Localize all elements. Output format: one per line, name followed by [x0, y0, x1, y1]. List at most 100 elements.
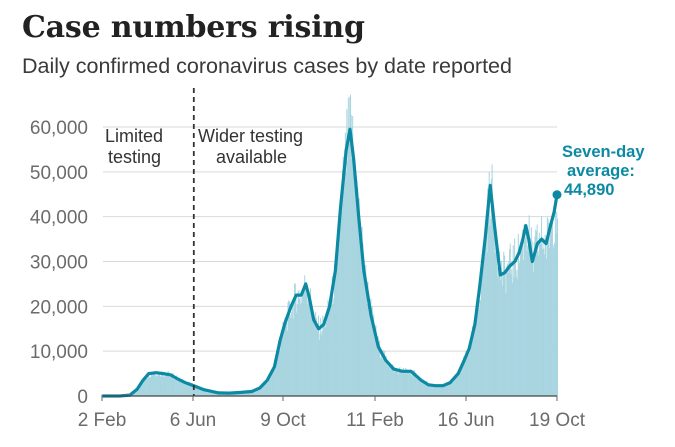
daily-case-bar	[307, 297, 309, 396]
daily-case-bar	[269, 377, 271, 396]
daily-case-bar	[519, 263, 521, 396]
daily-case-bar	[246, 391, 248, 396]
daily-case-bar	[288, 301, 290, 396]
daily-case-bar	[172, 373, 174, 396]
daily-case-bar	[280, 340, 282, 396]
daily-case-bar	[264, 384, 266, 396]
daily-case-bar	[418, 376, 420, 396]
daily-case-bar	[509, 243, 511, 396]
daily-case-bar	[485, 219, 487, 396]
daily-case-bar	[281, 329, 283, 396]
daily-case-bar	[162, 376, 164, 396]
daily-case-bar	[478, 309, 480, 396]
daily-case-bar	[510, 274, 512, 396]
daily-case-bar	[196, 387, 198, 396]
daily-case-bar	[308, 302, 310, 396]
daily-case-bar	[161, 373, 163, 396]
daily-case-bar	[490, 179, 492, 396]
daily-case-bar	[332, 303, 334, 396]
daily-case-bar	[361, 226, 363, 396]
daily-case-bar	[544, 234, 546, 396]
daily-case-bar	[199, 389, 201, 396]
daily-case-bar	[305, 293, 307, 396]
daily-case-bar	[156, 376, 158, 396]
daily-case-bar	[522, 229, 524, 396]
daily-case-bar	[473, 320, 475, 396]
daily-case-bar	[546, 259, 548, 396]
daily-case-bar	[254, 389, 256, 396]
limited-testing-label-2: testing	[108, 147, 161, 167]
wider-testing-label-1: Wider testing	[198, 126, 303, 146]
daily-case-bar	[494, 252, 496, 396]
daily-case-bar	[178, 379, 180, 396]
daily-case-bar	[278, 346, 280, 396]
daily-case-bar	[150, 372, 152, 396]
daily-case-bar	[557, 218, 559, 396]
daily-case-bar	[420, 378, 422, 396]
daily-case-bar	[525, 237, 527, 396]
daily-case-bar	[304, 275, 306, 396]
daily-case-bar	[137, 389, 139, 396]
daily-case-bar	[423, 379, 425, 396]
daily-case-bar	[179, 380, 182, 396]
daily-case-bar	[261, 385, 263, 396]
daily-case-bar	[542, 241, 544, 396]
daily-case-bar	[302, 291, 304, 396]
daily-case-bar	[285, 326, 287, 396]
daily-case-bar	[474, 324, 476, 396]
daily-case-bar	[290, 318, 292, 396]
daily-case-bar	[164, 376, 166, 396]
daily-case-bar	[412, 371, 414, 396]
daily-case-bar	[384, 350, 386, 396]
daily-case-bars	[120, 94, 559, 397]
daily-case-bar	[459, 373, 461, 396]
daily-case-bar	[509, 249, 511, 396]
daily-case-bar	[396, 370, 398, 396]
daily-case-bar	[543, 254, 545, 396]
daily-case-bar	[457, 374, 459, 396]
daily-case-bar	[338, 228, 340, 396]
daily-case-bar	[299, 298, 301, 396]
daily-case-bar	[439, 385, 441, 396]
daily-case-bar	[211, 391, 213, 396]
daily-case-bar	[408, 372, 410, 396]
daily-case-bar	[193, 387, 195, 396]
x-tick-label: 6 Jun	[170, 410, 216, 431]
daily-case-bar	[550, 227, 552, 396]
daily-case-bar	[288, 300, 290, 396]
daily-case-bar	[299, 304, 301, 396]
daily-case-bar	[198, 386, 200, 396]
daily-case-bar	[304, 288, 306, 396]
daily-case-bar	[251, 390, 253, 396]
daily-case-bar	[495, 240, 497, 396]
daily-case-bar	[490, 218, 492, 396]
daily-case-bar	[445, 383, 447, 396]
daily-case-bar	[170, 373, 172, 396]
daily-case-bar	[535, 229, 537, 396]
daily-case-bar	[501, 285, 503, 396]
daily-case-bar	[142, 381, 144, 396]
daily-case-bar	[464, 359, 466, 396]
daily-case-bar	[400, 371, 402, 396]
daily-case-bar	[507, 272, 509, 396]
daily-case-bar	[242, 392, 244, 396]
daily-case-bar	[422, 382, 424, 396]
daily-case-bar	[320, 318, 322, 396]
daily-case-bar	[295, 297, 297, 396]
daily-case-bar	[213, 392, 215, 396]
daily-case-bar	[207, 391, 209, 396]
daily-case-bar	[239, 392, 241, 396]
daily-case-bar	[203, 390, 205, 396]
daily-case-bar	[461, 360, 463, 396]
daily-case-bar	[166, 374, 168, 396]
daily-case-bar	[472, 326, 474, 396]
x-tick-label: 16 Jun	[437, 410, 494, 431]
daily-case-bar	[363, 275, 365, 396]
daily-case-bar	[158, 371, 160, 396]
daily-case-bar	[144, 380, 146, 396]
daily-case-bar	[270, 372, 272, 396]
daily-case-bar	[220, 393, 222, 396]
daily-case-bar	[167, 371, 169, 396]
daily-case-bar	[460, 368, 462, 396]
